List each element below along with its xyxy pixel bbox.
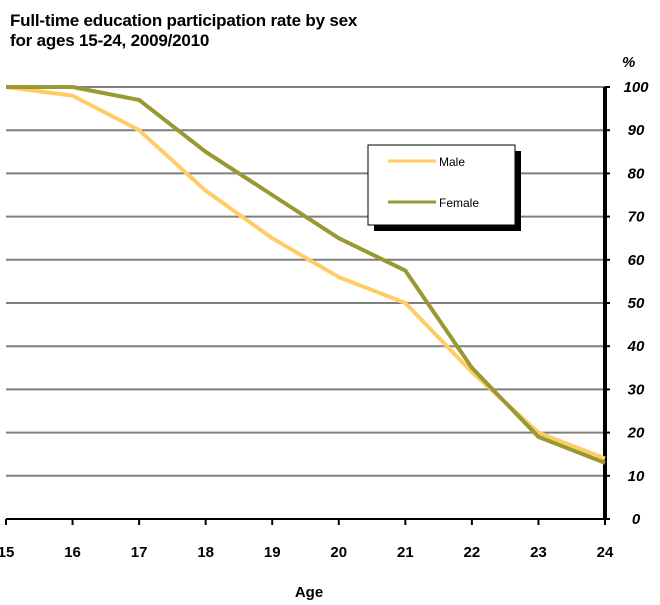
x-tick-label: 15 [0,544,14,561]
series-lines [5,85,606,465]
x-axis-ticks: 15 16 17 18 19 20 21 22 23 24 [0,519,614,561]
y-tick-label: 60 [628,252,645,269]
series-line-female [6,85,606,465]
y-axis-ticks: 0 10 20 30 40 50 60 70 80 90 100 [605,79,649,528]
x-tick-label: 20 [330,544,347,561]
x-tick-label: 16 [64,544,81,561]
x-tick-label: 17 [131,544,148,561]
chart-title-line-2: for ages 15-24, 2009/2010 [10,31,210,50]
y-tick-label: 40 [627,338,645,355]
y-tick-label: 0 [632,511,641,528]
legend-label-female: Female [439,196,479,210]
x-tick-label: 23 [530,544,547,561]
legend-box [367,144,516,226]
y-tick-label: 90 [628,122,645,139]
x-tick-label: 18 [197,544,214,561]
chart-title-line-1: Full-time education participation rate b… [10,11,358,30]
y-tick-label: 100 [623,79,649,96]
y-tick-label: 50 [628,295,645,312]
legend-label-male: Male [439,155,465,169]
chart-title: Full-time education participation rate b… [10,11,357,51]
y-axis-title: % [622,54,635,71]
x-tick-label: 19 [264,544,281,561]
y-tick-label: 30 [628,381,645,398]
series-line-male [5,85,606,461]
x-axis-title: Age [295,584,323,601]
x-tick-label: 22 [464,544,481,561]
y-tick-label: 20 [627,425,645,442]
y-tick-label: 10 [628,468,645,485]
y-tick-label: 80 [628,165,645,182]
y-tick-label: 70 [628,209,645,226]
x-tick-label: 24 [597,544,614,561]
legend: Male Female [367,144,521,231]
x-tick-label: 21 [397,544,414,561]
